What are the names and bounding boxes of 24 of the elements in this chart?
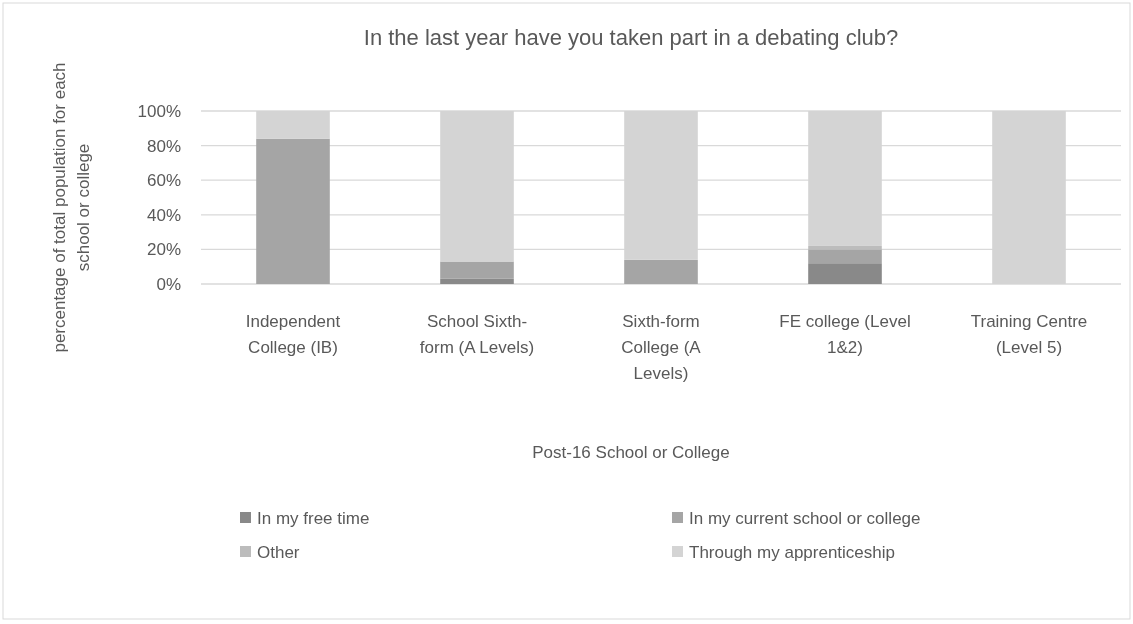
y-tick-label: 0% bbox=[156, 274, 181, 294]
bar bbox=[808, 249, 882, 264]
chart-title: In the last year have you taken part in a debating club? bbox=[363, 25, 899, 50]
y-axis-title: percentage of total population for each school or college bbox=[50, 62, 93, 353]
bar bbox=[624, 259, 698, 284]
x-tick-label: School Sixth- form (A Levels) bbox=[419, 312, 535, 357]
x-tick-label: FE college (Level 1&2) bbox=[779, 312, 911, 357]
legend-label: In my free time bbox=[257, 508, 370, 528]
y-tick-label: 20% bbox=[146, 240, 181, 260]
legend-label: Other bbox=[257, 542, 300, 562]
bar bbox=[808, 263, 882, 284]
y-tick-label: 60% bbox=[146, 171, 181, 191]
bar bbox=[440, 278, 514, 284]
y-tick-label: 40% bbox=[146, 205, 181, 225]
x-tick-label: Training Centre (Level 5) bbox=[970, 312, 1088, 357]
y-tick-label: 80% bbox=[146, 136, 181, 156]
y-tick-label: 100% bbox=[137, 101, 181, 121]
bar bbox=[440, 261, 514, 279]
bar bbox=[256, 138, 330, 284]
legend-label: Through my apprenticeship bbox=[689, 542, 896, 562]
x-tick-label: Independent College (IB) bbox=[245, 312, 341, 357]
x-tick-label: Sixth-form College (A Levels) bbox=[621, 312, 702, 383]
x-axis-title: Post-16 School or College bbox=[532, 443, 730, 462]
legend-label: In my current school or college bbox=[689, 508, 921, 528]
